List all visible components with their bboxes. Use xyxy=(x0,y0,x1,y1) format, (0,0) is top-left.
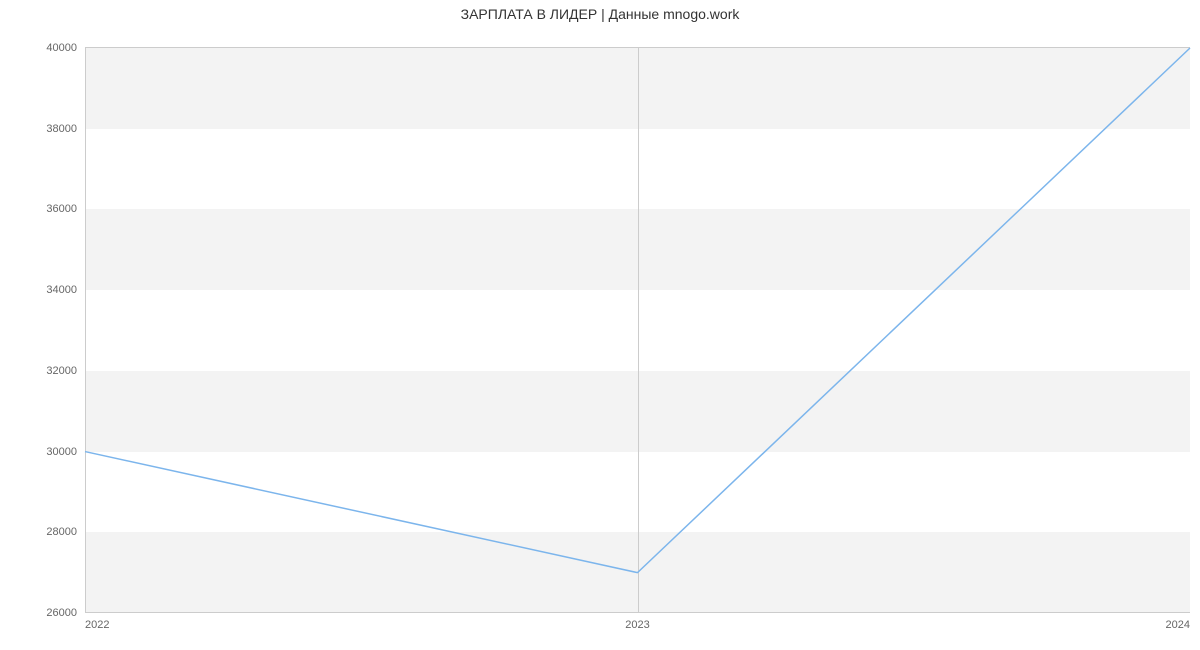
line-series xyxy=(85,48,1190,613)
y-tick-label: 40000 xyxy=(46,42,85,54)
y-tick-label: 26000 xyxy=(46,607,85,619)
y-tick-label: 34000 xyxy=(46,284,85,296)
y-tick-label: 30000 xyxy=(46,446,85,458)
plot-area: 2600028000300003200034000360003800040000… xyxy=(85,47,1190,613)
chart-title: ЗАРПЛАТА В ЛИДЕР | Данные mnogo.work xyxy=(0,6,1200,22)
x-tick-label: 2024 xyxy=(1166,613,1190,631)
y-tick-label: 38000 xyxy=(46,123,85,135)
y-tick-label: 32000 xyxy=(46,365,85,377)
y-tick-label: 36000 xyxy=(46,203,85,215)
x-tick-label: 2022 xyxy=(85,613,109,631)
x-tick-label: 2023 xyxy=(625,613,649,631)
chart-container: ЗАРПЛАТА В ЛИДЕР | Данные mnogo.work 260… xyxy=(0,0,1200,650)
y-tick-label: 28000 xyxy=(46,526,85,538)
